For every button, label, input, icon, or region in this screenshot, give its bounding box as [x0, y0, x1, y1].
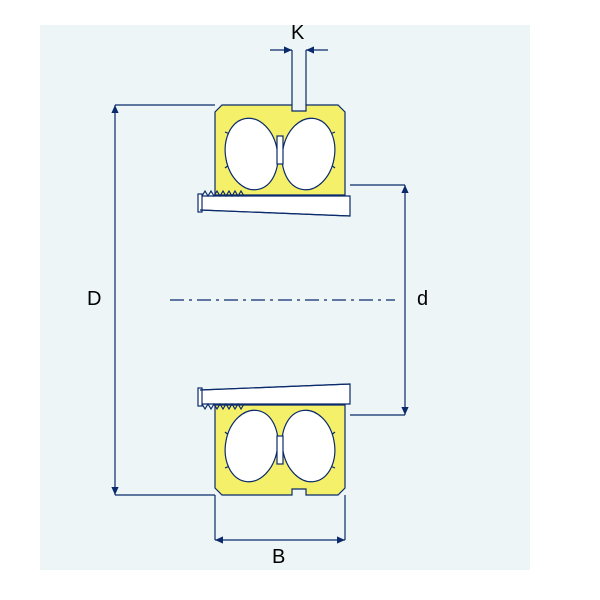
diagram-stage: D d B K [0, 0, 600, 600]
label-d: d [417, 288, 428, 311]
label-K: K [291, 22, 304, 45]
label-B: B [272, 546, 285, 569]
label-D: D [87, 288, 101, 311]
